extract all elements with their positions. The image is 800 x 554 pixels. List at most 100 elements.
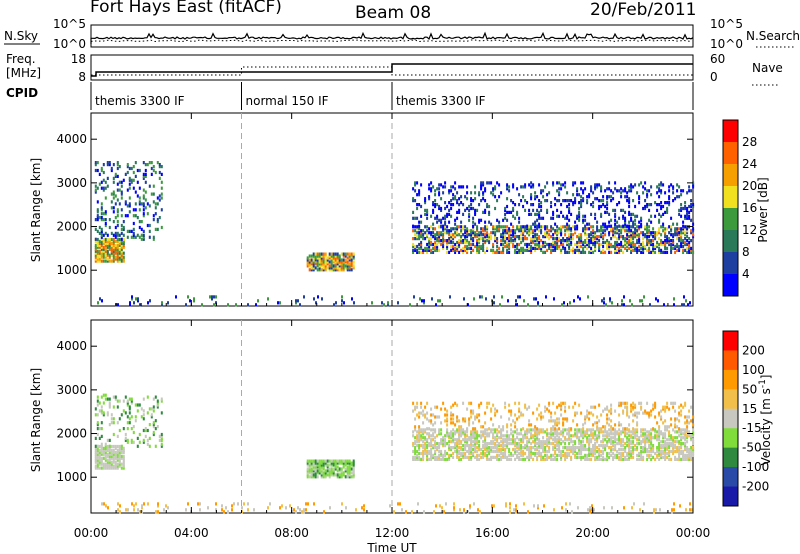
power-cell — [454, 250, 457, 254]
power-cell — [620, 208, 623, 212]
velocity-cell — [668, 434, 671, 438]
velocity-cell — [500, 447, 503, 452]
power-cell — [416, 225, 419, 229]
velocity-cell — [484, 438, 487, 442]
velocity-cell — [472, 430, 475, 434]
power-cell — [676, 227, 679, 231]
velocity-cell — [594, 421, 597, 425]
power-cell — [456, 248, 459, 252]
velocity-cell — [310, 459, 313, 463]
power-cell — [118, 237, 121, 242]
power-cell — [642, 185, 645, 189]
velocity-cell — [682, 455, 685, 459]
power-cell — [590, 237, 593, 241]
velocity-cell — [444, 442, 447, 446]
velocity-cell — [154, 419, 157, 423]
velocity-cell — [340, 471, 343, 475]
power-cell — [468, 212, 471, 216]
velocity-cell — [572, 446, 575, 450]
velocity-cell — [546, 407, 549, 411]
power-cell — [94, 237, 97, 241]
power-cell — [624, 210, 627, 214]
power-cell — [110, 245, 113, 249]
power-cell — [572, 225, 575, 229]
velocity-cell — [120, 466, 123, 470]
power-cell — [556, 189, 559, 193]
power-cell — [486, 239, 489, 243]
velocity-cell — [682, 442, 685, 446]
velocity-cell — [678, 430, 681, 434]
power-cell — [673, 297, 675, 301]
power-cell — [656, 244, 659, 249]
velocity-cell — [662, 451, 665, 456]
power-cell — [630, 225, 633, 229]
velocity-cell — [420, 405, 423, 409]
velocity-cell — [514, 430, 517, 434]
power-cell — [110, 241, 113, 245]
velocity-cell — [126, 399, 129, 403]
velocity-cell — [460, 457, 463, 461]
power-cell — [142, 174, 145, 178]
power-cell — [592, 229, 595, 233]
power-cell — [328, 264, 331, 268]
power-cell — [428, 183, 431, 187]
power-cell — [330, 260, 333, 264]
power-cell — [562, 214, 565, 218]
velocity-cell — [448, 457, 451, 461]
power-cell — [548, 191, 551, 195]
velocity-cell — [686, 415, 689, 419]
power-cell — [528, 242, 531, 247]
power-cell — [450, 235, 453, 239]
velocity-cell — [612, 427, 615, 431]
velocity-cell — [450, 413, 453, 417]
power-cell — [409, 303, 411, 307]
colorbar-swatch — [723, 447, 738, 468]
velocity-cell — [674, 417, 677, 421]
velocity-cell — [628, 455, 631, 459]
power-cell — [604, 222, 607, 226]
power-cell — [514, 229, 517, 233]
power-cell — [630, 246, 633, 250]
velocity-cell — [414, 447, 417, 452]
power-cell — [456, 233, 459, 237]
velocity-cell — [664, 444, 667, 448]
power-cell — [412, 229, 415, 233]
velocity-cell — [530, 455, 533, 459]
velocity-cell — [148, 407, 151, 411]
power-cell — [504, 206, 507, 211]
velocity-cell — [442, 457, 445, 461]
power-cell — [94, 259, 97, 263]
power-cell — [94, 245, 97, 249]
velocity-cell — [424, 438, 427, 442]
velocity-cell — [610, 428, 613, 432]
velocity-cell — [98, 462, 101, 466]
power-cell — [690, 218, 693, 222]
velocity-cell — [650, 413, 653, 417]
power-cell — [564, 225, 567, 229]
power-cell — [668, 197, 671, 201]
velocity-cell — [528, 447, 531, 452]
velocity-cell — [564, 405, 567, 409]
velocity-cell — [106, 411, 109, 415]
velocity-cell — [624, 432, 627, 436]
power-cell — [550, 204, 553, 209]
power-cell — [100, 168, 103, 173]
velocity-cell — [590, 453, 593, 457]
velocity-cell — [668, 449, 671, 454]
velocity-cell — [135, 502, 137, 506]
velocity-cell — [532, 440, 535, 444]
velocity-cell — [680, 444, 683, 448]
velocity-cell — [550, 453, 553, 457]
velocity-cell — [484, 411, 487, 415]
power-cell — [682, 189, 685, 193]
power-cell — [568, 244, 571, 249]
velocity-cell — [316, 475, 319, 479]
power-cell — [436, 237, 439, 241]
velocity-cell — [114, 397, 117, 401]
power-cell — [614, 250, 617, 254]
velocity-cell — [448, 455, 451, 459]
velocity-cell — [424, 447, 427, 452]
velocity-cell — [428, 434, 431, 438]
x-tick-label: 04:00 — [174, 526, 209, 540]
